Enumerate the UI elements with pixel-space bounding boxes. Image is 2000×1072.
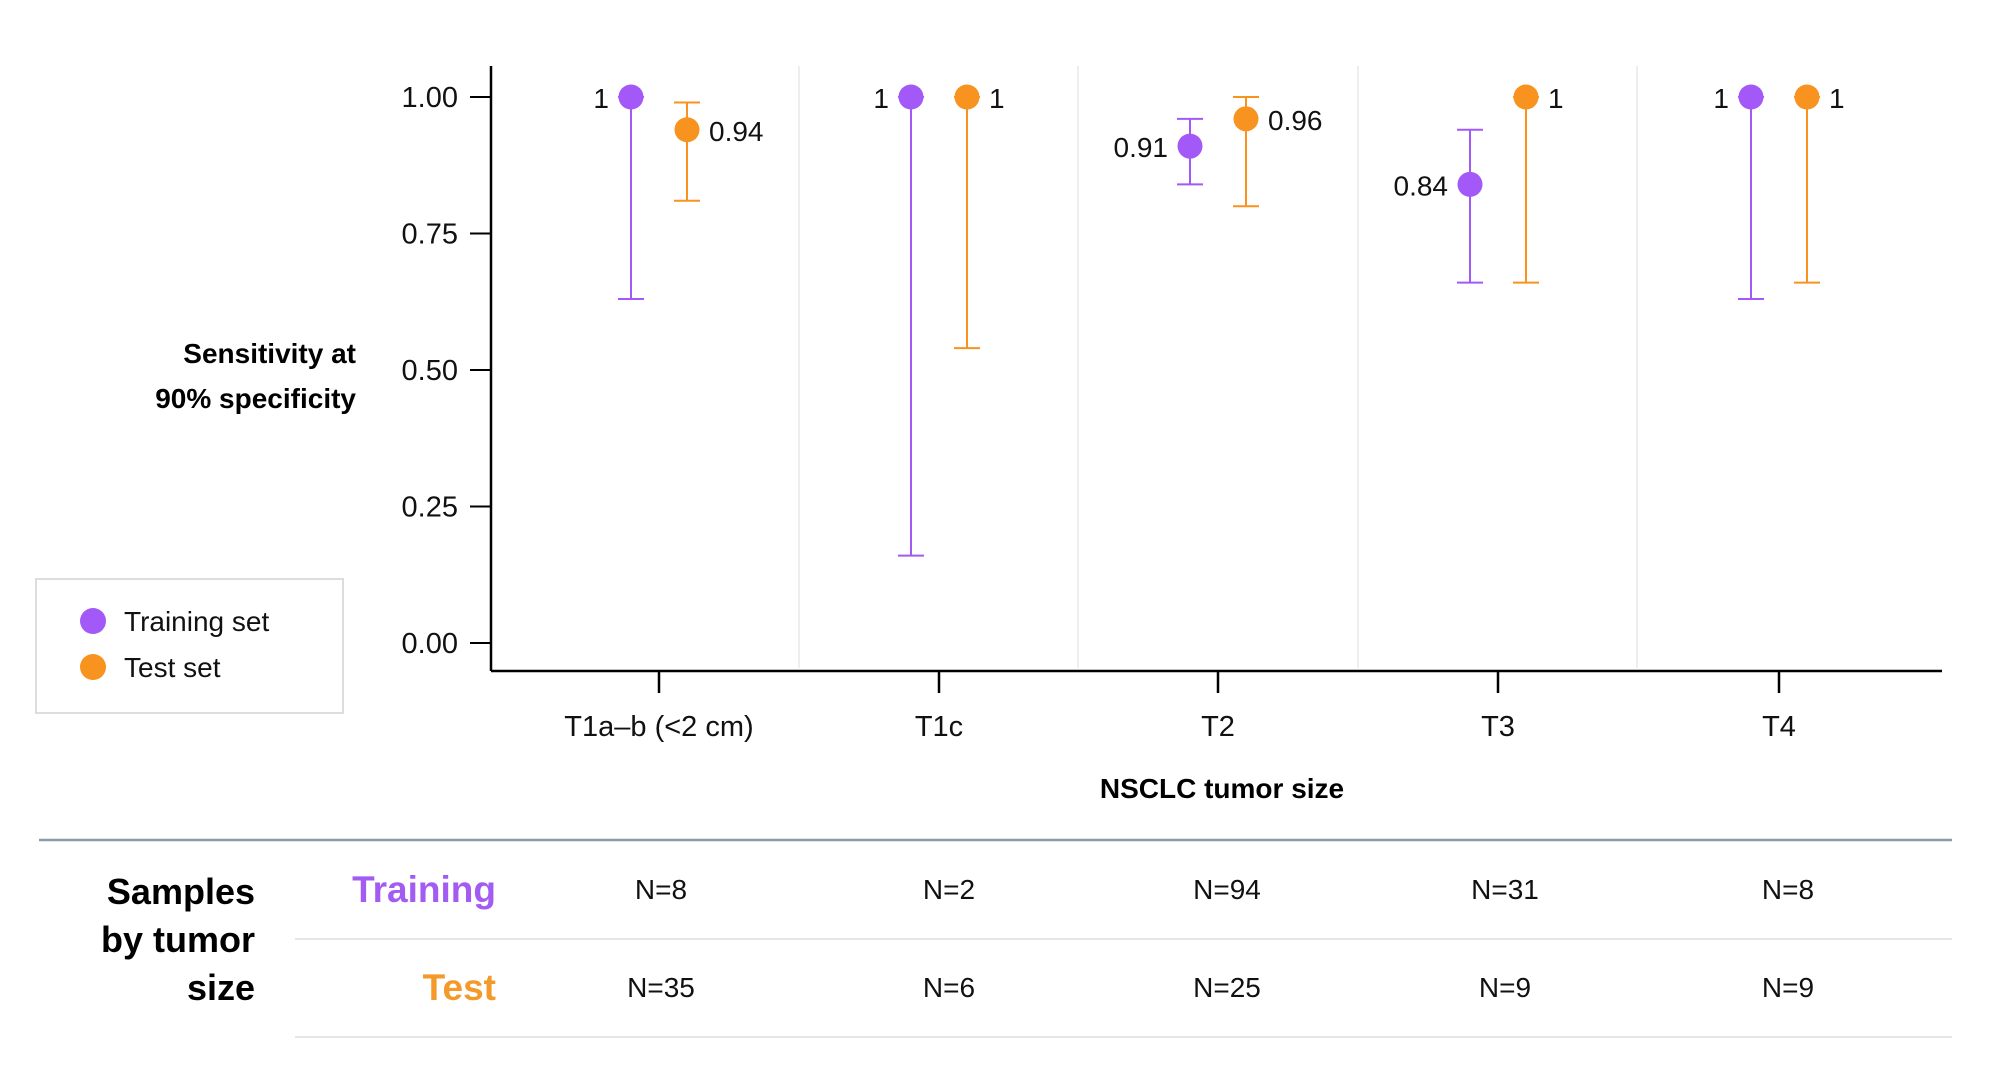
table-cell: N=94: [1193, 874, 1261, 905]
table-cell: N=9: [1479, 972, 1531, 1003]
y-tick-label: 0.25: [402, 492, 458, 524]
data-point: [618, 84, 644, 110]
data-label: 0.84: [1394, 170, 1449, 201]
table-title-line-1: Samples: [107, 871, 255, 912]
x-tick-label: T4: [1762, 711, 1796, 743]
test-point-group: 1: [1794, 83, 1845, 284]
category-separators: [798, 66, 1638, 668]
data-label: 1: [873, 83, 889, 114]
training-point-group: 0.91: [1114, 117, 1203, 186]
test-point-group: 1: [954, 83, 1005, 350]
data-marks: 1 1 0.91 0.84 1 0.94 1 0.96 1 1: [593, 83, 1845, 557]
x-axis-ticks: T1a–b (<2 cm) T1c T2 T3 T4: [564, 671, 1796, 743]
data-label: 1: [593, 83, 609, 114]
data-label: 0.91: [1114, 132, 1169, 163]
x-tick-label: T1a–b (<2 cm): [564, 711, 753, 743]
x-tick-label: T1c: [915, 711, 963, 743]
table-title-line-2: by tumor: [101, 919, 255, 960]
legend-box: [35, 578, 344, 714]
legend-test-marker: [80, 654, 106, 680]
table-cell: N=6: [923, 972, 975, 1003]
data-point: [1457, 171, 1483, 197]
legend: Training set Test set: [35, 578, 344, 714]
training-point-group: 1: [873, 83, 924, 557]
table-cell: N=9: [1762, 972, 1814, 1003]
training-point-group: 1: [593, 83, 644, 301]
y-tick-label: 0.50: [402, 355, 458, 387]
legend-test-label: Test set: [124, 652, 221, 683]
table-cell: N=2: [923, 874, 975, 905]
data-point: [1177, 133, 1203, 159]
data-point: [1233, 106, 1259, 132]
table-row-label: Training: [352, 869, 496, 910]
test-point-group: 0.96: [1233, 96, 1323, 208]
x-tick-label: T3: [1481, 711, 1515, 743]
legend-training-label: Training set: [124, 606, 269, 637]
legend-training-marker: [80, 608, 106, 634]
data-label: 1: [1713, 83, 1729, 114]
y-axis-title-line-2: 90% specificity: [155, 383, 356, 414]
data-point: [898, 84, 924, 110]
data-point: [1738, 84, 1764, 110]
training-point-group: 0.84: [1394, 128, 1483, 284]
data-point: [1513, 84, 1539, 110]
y-tick-label: 0.00: [402, 628, 458, 660]
data-point: [1794, 84, 1820, 110]
test-point-group: 1: [1513, 83, 1564, 284]
table-cell: N=8: [635, 874, 687, 905]
y-tick-label: 0.75: [402, 219, 458, 251]
sample-table: Training N=8 N=2 N=94 N=31 N=8 Test N=35 N=6 N=25…: [352, 869, 1814, 1008]
y-axis-title-line-1: Sensitivity at: [183, 338, 356, 369]
y-tick-label: 1.00: [402, 82, 458, 114]
training-point-group: 1: [1713, 83, 1764, 301]
data-point: [954, 84, 980, 110]
data-label: 0.96: [1268, 105, 1323, 136]
table-cell: N=31: [1471, 874, 1539, 905]
data-point: [674, 117, 700, 143]
table-row-label: Test: [423, 967, 496, 1008]
y-axis-ticks: 0.00 0.25 0.50 0.75 1.00: [402, 82, 491, 660]
table-title-line-3: size: [187, 967, 255, 1008]
x-axis-title: NSCLC tumor size: [1100, 773, 1344, 804]
data-label: 1: [1548, 83, 1564, 114]
x-tick-label: T2: [1201, 711, 1235, 743]
table-cell: N=25: [1193, 972, 1261, 1003]
table-cell: N=35: [627, 972, 695, 1003]
test-point-group: 0.94: [674, 101, 764, 202]
data-label: 0.94: [709, 116, 764, 147]
data-label: 1: [1829, 83, 1845, 114]
table-cell: N=8: [1762, 874, 1814, 905]
data-label: 1: [989, 83, 1005, 114]
